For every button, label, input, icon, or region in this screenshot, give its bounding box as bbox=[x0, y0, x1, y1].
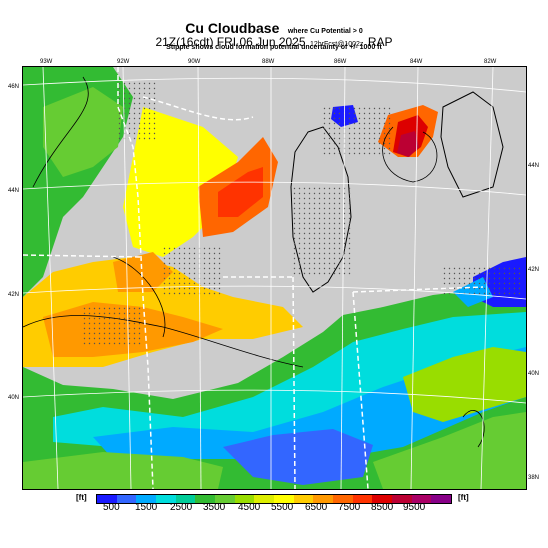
contour-line bbox=[32, 76, 89, 188]
state-border bbox=[292, 276, 296, 489]
legend-tick-label: 9500 bbox=[403, 502, 426, 513]
stipple-area bbox=[323, 107, 393, 157]
lat-label-right: 40N bbox=[528, 371, 540, 377]
run-info: 12hrFcst@1002z bbox=[309, 41, 364, 48]
legend-color-swatch bbox=[254, 495, 275, 503]
stipple-area bbox=[83, 307, 143, 347]
graticule-line bbox=[410, 67, 419, 489]
model-name: RAP bbox=[367, 35, 393, 49]
lon-label: 88W bbox=[262, 59, 275, 65]
color-legend bbox=[96, 494, 452, 504]
west-darkorange bbox=[113, 252, 173, 292]
legend-tick-label: 1500 bbox=[135, 502, 158, 513]
legend-color-swatch bbox=[175, 495, 196, 503]
legend-color-swatch bbox=[431, 495, 452, 503]
legend-color-swatch bbox=[411, 495, 432, 503]
legend-color-swatch bbox=[392, 495, 412, 503]
legend-color-swatch bbox=[97, 495, 117, 503]
graticule-line bbox=[340, 67, 346, 489]
legend-color-swatch bbox=[333, 495, 353, 503]
chart-title-note: where Cu Potential > 0 bbox=[287, 28, 363, 35]
lat-label-left: 44N bbox=[8, 188, 20, 194]
lon-label: 82W bbox=[484, 59, 497, 65]
legend-color-swatch bbox=[234, 495, 255, 503]
graticule-line bbox=[122, 67, 132, 489]
lat-label-right: 44N bbox=[528, 163, 540, 169]
map-canvas bbox=[23, 67, 526, 489]
green-bottom bbox=[23, 452, 223, 489]
lon-label: 92W bbox=[117, 59, 130, 65]
valid-time-line: 21Z(16cdt) FRI 06 Jun 2025 12hrFcst@1002… bbox=[0, 33, 548, 51]
legend-color-swatch bbox=[313, 495, 334, 503]
legend-color-swatch bbox=[215, 495, 235, 503]
lightgreen-east bbox=[403, 347, 526, 422]
blue-patch-south bbox=[223, 429, 373, 485]
legend-color-swatch bbox=[116, 495, 137, 503]
legend-tick-label: 4500 bbox=[238, 502, 261, 513]
contour-line bbox=[382, 126, 438, 183]
legend-unit-left: [ft] bbox=[76, 493, 87, 502]
legend-tick-label: 5500 bbox=[271, 502, 294, 513]
contour-line bbox=[112, 256, 166, 338]
lat-label-left: 40N bbox=[8, 395, 20, 401]
graticule-line bbox=[42, 67, 59, 489]
wi-red bbox=[218, 167, 263, 217]
legend-color-swatch bbox=[195, 495, 216, 503]
state-border bbox=[352, 291, 369, 489]
lat-label-right: 42N bbox=[528, 267, 540, 273]
lat-label-left: 42N bbox=[8, 292, 20, 298]
graticule-line bbox=[23, 389, 526, 404]
legend-tick-label: 3500 bbox=[203, 502, 226, 513]
graticule bbox=[23, 67, 526, 489]
contour-line bbox=[462, 410, 485, 448]
cyan-south bbox=[93, 347, 526, 459]
state-border bbox=[23, 254, 144, 258]
legend-tick-label: 2500 bbox=[170, 502, 193, 513]
graticule-line bbox=[197, 67, 202, 489]
legend-color-swatch bbox=[274, 495, 294, 503]
legend-tick-label: 7500 bbox=[338, 502, 361, 513]
contour-line bbox=[23, 315, 304, 368]
state-border bbox=[352, 286, 484, 293]
graticule-line bbox=[23, 181, 526, 196]
stipple-area bbox=[163, 247, 223, 297]
legend-color-swatch bbox=[352, 495, 373, 503]
mi-crimson bbox=[397, 131, 419, 157]
state-border bbox=[117, 67, 154, 489]
chart-title-line: Cu Cloudbase where Cu Potential > 0 bbox=[0, 20, 548, 38]
graticule-line bbox=[480, 67, 494, 489]
chart-title: Cu Cloudbase bbox=[185, 20, 280, 36]
stipple-area bbox=[118, 82, 158, 142]
stipple-area bbox=[443, 267, 523, 297]
legend-color-swatch bbox=[372, 495, 393, 503]
graticule-line bbox=[23, 77, 526, 93]
lon-label: 90W bbox=[188, 59, 201, 65]
lon-label: 93W bbox=[40, 59, 53, 65]
legend-color-swatch bbox=[156, 495, 176, 503]
legend-color-swatch bbox=[293, 495, 314, 503]
legend-color-swatch bbox=[136, 495, 157, 503]
legend-unit-right: [ft] bbox=[458, 493, 469, 502]
valid-time: 21Z(16cdt) FRI 06 Jun 2025 bbox=[155, 35, 306, 49]
graticule-line bbox=[23, 285, 526, 300]
legend-tick-label: 8500 bbox=[371, 502, 394, 513]
legend-tick-label: 500 bbox=[103, 502, 120, 513]
lon-label: 86W bbox=[334, 59, 347, 65]
lat-label-right: 38N bbox=[528, 475, 540, 481]
legend-tick-label: 6500 bbox=[305, 502, 328, 513]
cloudbase-map bbox=[22, 66, 527, 490]
chart-subtitle: Stipple shows cloud formation potential … bbox=[166, 44, 382, 51]
west-lime bbox=[43, 87, 123, 177]
lake-huron bbox=[440, 91, 504, 198]
lat-label-left: 46N bbox=[8, 84, 20, 90]
lon-label: 84W bbox=[410, 59, 423, 65]
